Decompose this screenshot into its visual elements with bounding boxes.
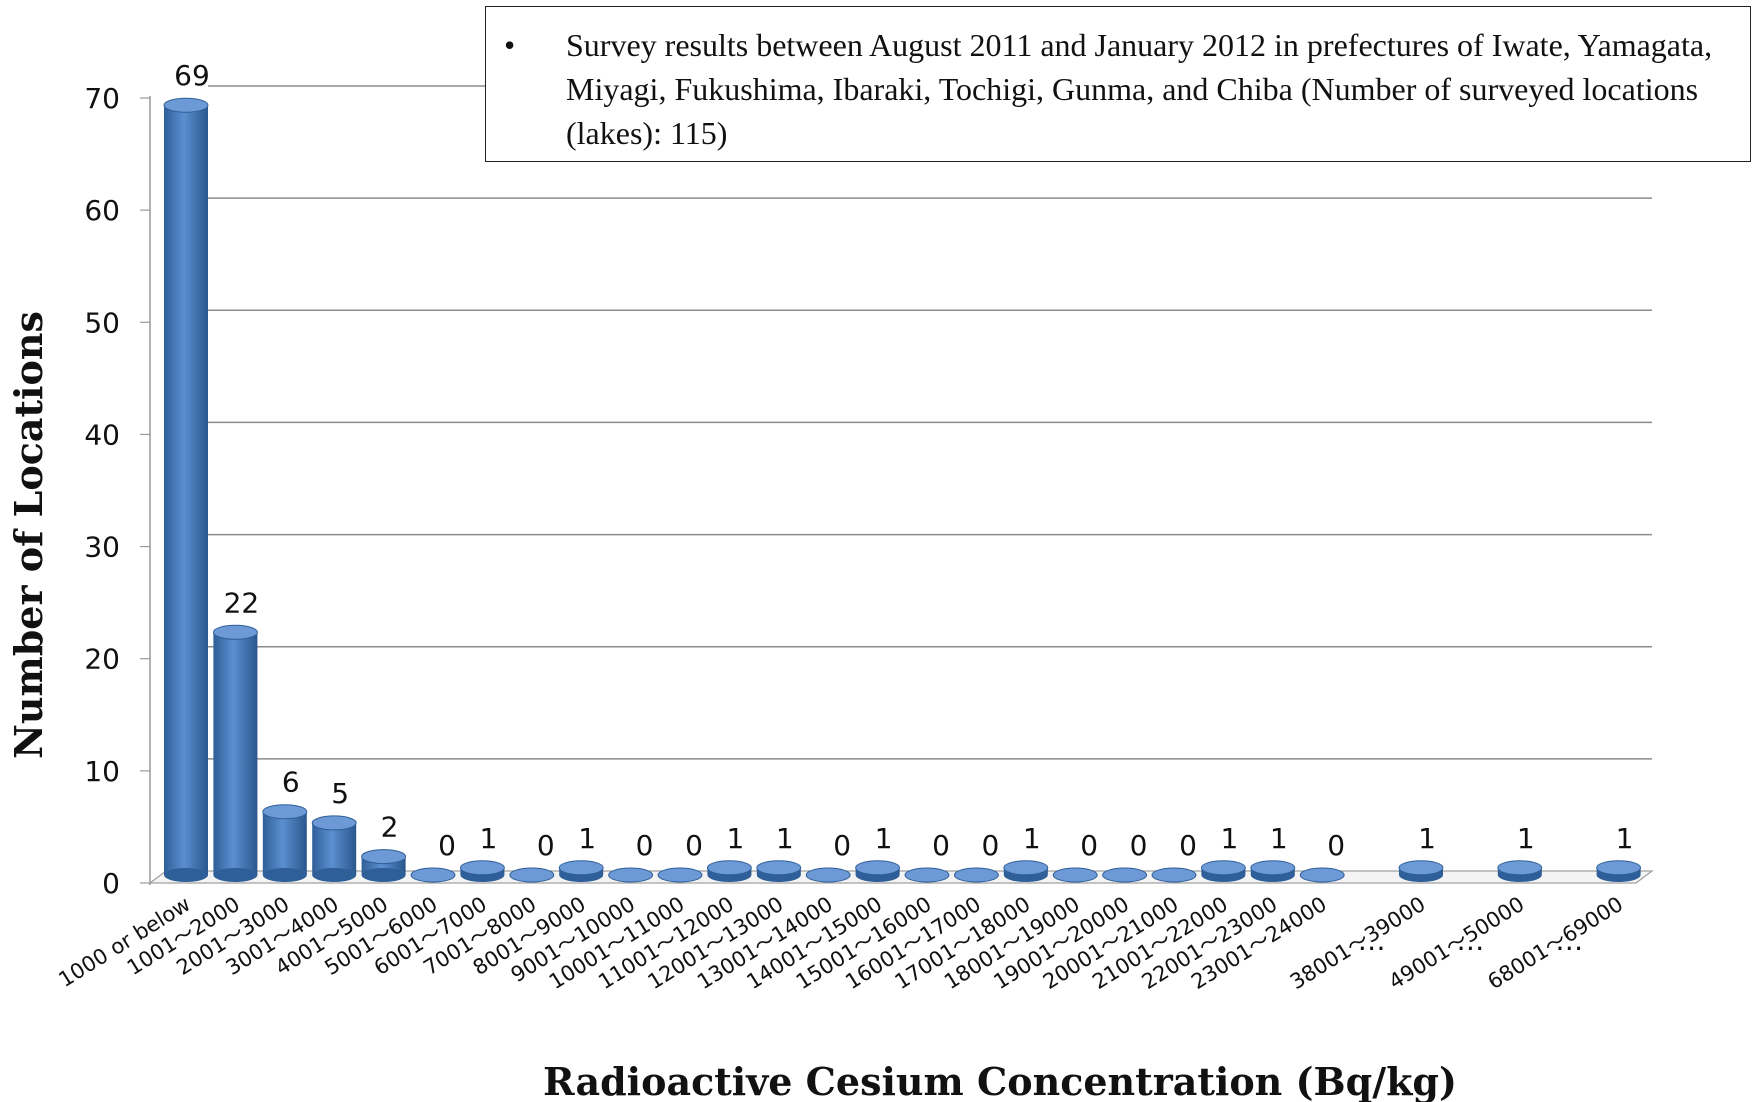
data-label: 1 — [875, 822, 893, 855]
y-tick-label: 60 — [84, 194, 120, 227]
y-tick-label: 70 — [84, 82, 120, 115]
bar-cap — [855, 860, 901, 876]
bar — [312, 822, 357, 875]
data-label: 1 — [1517, 822, 1535, 855]
data-label: 1 — [1023, 822, 1041, 855]
data-label: 69 — [174, 59, 210, 92]
data-label: 0 — [636, 829, 654, 862]
data-label: 22 — [224, 586, 260, 619]
note-bullet: • — [504, 27, 516, 63]
bar-cap — [311, 815, 357, 831]
bar-cap — [1151, 867, 1197, 883]
axis-gap-marker: … — [1555, 924, 1583, 957]
data-label: 0 — [932, 829, 950, 862]
data-label: 0 — [981, 829, 999, 862]
data-label: 1 — [776, 822, 794, 855]
data-label: 1 — [1616, 822, 1634, 855]
data-label: 1 — [578, 822, 596, 855]
bar-cap — [262, 804, 308, 820]
bar — [213, 632, 258, 875]
bar-cap — [608, 867, 654, 883]
data-label: 1 — [726, 822, 744, 855]
y-tick-label: 0 — [102, 867, 120, 900]
bar-cap — [706, 860, 752, 876]
data-label: 1 — [479, 822, 497, 855]
data-label: 0 — [537, 829, 555, 862]
bar-cap — [163, 97, 209, 113]
axis-gap-marker: … — [1358, 924, 1386, 957]
data-label: 0 — [1179, 829, 1197, 862]
y-tick-label: 30 — [84, 531, 120, 564]
bar-cap — [1596, 860, 1642, 876]
data-label: 1 — [1220, 822, 1238, 855]
bar-cap — [1003, 860, 1049, 876]
bar-cap — [459, 860, 505, 876]
bar-cap — [1102, 867, 1148, 883]
bar-base — [262, 868, 307, 882]
data-label: 1 — [1270, 822, 1288, 855]
bar-cap — [212, 624, 258, 640]
bar — [164, 105, 208, 875]
survey-note-box: • Survey results between August 2011 and… — [485, 6, 1751, 162]
bar-cap — [1497, 860, 1543, 876]
gridlines — [208, 85, 1652, 760]
axis-gap-marker: … — [1456, 924, 1484, 957]
data-label: 0 — [438, 829, 456, 862]
data-label: 0 — [1130, 829, 1148, 862]
y-tick-label: 10 — [84, 755, 120, 788]
data-label: 0 — [1327, 829, 1345, 862]
bar-cap — [1398, 860, 1444, 876]
bar-cap — [509, 867, 555, 883]
bar-base — [361, 868, 406, 882]
x-axis-title: Radioactive Cesium Concentration (Bq/kg) — [543, 1059, 1457, 1102]
data-label: 0 — [1080, 829, 1098, 862]
category-labels: 1000 or below1001～20002001～30003001～4000… — [54, 892, 1627, 994]
data-label: 0 — [685, 829, 703, 862]
bar-cap — [1052, 867, 1098, 883]
data-label: 5 — [331, 777, 349, 810]
bar-cap — [1250, 860, 1296, 876]
y-tick-label: 40 — [84, 418, 120, 451]
bar-cap — [558, 860, 604, 876]
bar-cap — [805, 867, 851, 883]
bar-base — [164, 868, 208, 882]
y-tick-label: 50 — [84, 306, 120, 339]
data-label: 0 — [833, 829, 851, 862]
survey-note-text: Survey results between August 2011 and J… — [566, 27, 1713, 151]
bar-base — [312, 868, 357, 882]
bar-cap — [657, 867, 703, 883]
bar-cap — [1299, 867, 1345, 883]
bar-cap — [904, 867, 950, 883]
y-tick-label: 20 — [84, 643, 120, 676]
y-axis-title: Number of Locations — [6, 311, 51, 759]
bars — [163, 97, 1642, 883]
data-label: 2 — [381, 811, 399, 844]
bar-cap — [1200, 860, 1246, 876]
bar-cap — [756, 860, 802, 876]
bar-base — [213, 868, 258, 882]
data-label: 1 — [1418, 822, 1436, 855]
bar-cap — [953, 867, 999, 883]
bar-cap — [410, 867, 456, 883]
bar-cap — [361, 849, 407, 865]
data-label: 6 — [282, 766, 300, 799]
bar — [262, 811, 307, 875]
